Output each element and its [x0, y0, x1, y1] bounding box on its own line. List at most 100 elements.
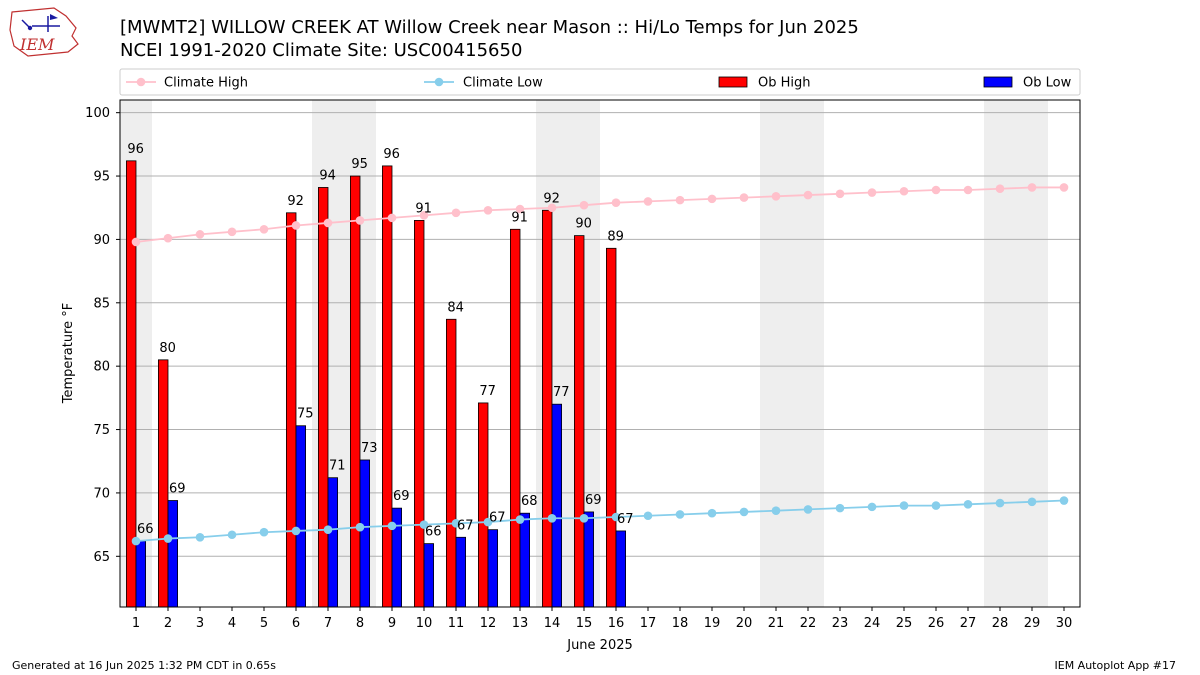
ob-high-label: 91: [511, 210, 528, 225]
ob-low-bar: [455, 536, 467, 608]
logo-text: IEM: [19, 35, 55, 54]
ob-low-bar: [583, 511, 595, 608]
climate-low-point: [419, 520, 429, 529]
climate-low-point: [995, 498, 1005, 508]
iem-logo: IEM: [9, 7, 79, 57]
weekend-shade: [792, 100, 824, 607]
ob-high-label: 89: [607, 229, 624, 244]
legend-ob-low-label: Ob Low: [1023, 76, 1072, 91]
chart-title: [MWMT2] WILLOW CREEK AT Willow Creek nea…: [120, 17, 859, 38]
climate-low-point: [1059, 496, 1069, 505]
x-tick-label: 24: [864, 616, 881, 631]
climate-low-point: [515, 515, 525, 524]
y-tick-label: 70: [93, 486, 110, 501]
ob-low-label: 73: [361, 441, 378, 456]
x-tick-label: 16: [608, 616, 625, 631]
climate-high-point: [963, 185, 973, 195]
legend-box: [119, 68, 1081, 96]
climate-low-point: [323, 525, 333, 534]
generated-timestamp: Generated at 16 Jun 2025 1:32 PM CDT in …: [12, 659, 277, 672]
climate-low-point: [643, 511, 653, 521]
y-tick-label: 95: [93, 170, 110, 185]
x-tick-label: 29: [1024, 616, 1041, 631]
app-credit: IEM Autoplot App #17: [1054, 659, 1177, 672]
ob-low-label: 77: [553, 385, 570, 400]
legend-climate-high-label: Climate High: [164, 76, 248, 91]
climate-high-point: [355, 216, 365, 225]
climate-high-point: [1027, 183, 1037, 192]
y-tick-label: 85: [93, 296, 110, 311]
y-tick-label: 80: [93, 360, 110, 375]
climate-low-point: [867, 502, 877, 512]
x-tick-label: 21: [768, 616, 785, 631]
climate-high-point: [611, 198, 621, 207]
ob-low-label: 67: [457, 518, 474, 533]
climate-low-point: [227, 530, 237, 540]
weekend-shade: [760, 100, 792, 607]
x-tick-label: 23: [832, 616, 849, 631]
climate-low-point: [739, 507, 749, 517]
ob-low-label: 66: [137, 522, 154, 537]
ob-high-bar: [445, 318, 457, 608]
ob-low-label: 67: [489, 511, 506, 526]
climate-low-point: [803, 505, 813, 514]
climate-low-point: [387, 521, 397, 531]
climate-high-line: [135, 186, 1064, 243]
legend: Climate High Climate Low Ob High Ob Low: [119, 68, 1081, 96]
ob-low-bar: [359, 459, 371, 608]
climate-high-point: [643, 197, 653, 206]
climate-high-point: [547, 203, 557, 213]
climate-low-point: [707, 508, 717, 518]
y-tick-label: 65: [93, 550, 110, 565]
x-tick-label: 22: [800, 616, 817, 631]
x-tick-label: 6: [292, 616, 300, 631]
climate-high-point: [323, 218, 333, 228]
ob-high-bar: [349, 175, 361, 608]
ob-high-bar: [606, 247, 617, 608]
ob-high-label: 80: [159, 341, 176, 356]
legend-ob-high-swatch: [718, 76, 748, 88]
ob-high-label: 94: [319, 168, 336, 183]
ob-low-bar: [295, 425, 307, 608]
climate-low-point: [355, 522, 365, 532]
ob-high-label: 92: [543, 191, 560, 206]
ob-low-bar: [135, 540, 147, 608]
ob-low-bar: [423, 543, 435, 608]
climate-high-point: [707, 194, 717, 204]
chart-subtitle: NCEI 1991-2020 Climate Site: USC00415650: [120, 40, 523, 61]
ob-high-bar: [413, 220, 425, 608]
ob-high-label: 84: [447, 300, 464, 315]
climate-high-point: [579, 200, 589, 210]
x-tick-label: 14: [544, 616, 561, 631]
ob-high-label: 95: [351, 157, 368, 172]
ob-low-bar: [487, 529, 499, 608]
climate-high-point: [419, 211, 429, 220]
climate-low-point: [611, 512, 621, 522]
ob-high-bar: [381, 165, 393, 608]
climate-low-point: [291, 526, 301, 536]
climate-low-point: [195, 532, 205, 542]
ob-low-label: 71: [329, 459, 346, 474]
ob-low-bar: [167, 500, 179, 608]
x-tick-label: 7: [324, 616, 332, 631]
climate-low-point: [771, 506, 781, 515]
x-tick-label: 13: [512, 616, 529, 631]
x-tick-label: 19: [704, 616, 721, 631]
x-tick-label: 10: [416, 616, 433, 631]
climate-high-point: [259, 224, 269, 234]
climate-low-point: [675, 510, 685, 519]
climate-low-point: [1027, 497, 1037, 507]
ob-high-label: 92: [287, 194, 304, 209]
legend-climate-high-marker: [136, 77, 146, 87]
climate-high-point: [867, 188, 877, 197]
climate-low-line: [135, 499, 1065, 542]
x-tick-label: 2: [164, 616, 172, 631]
ob-low-label: 67: [617, 512, 634, 527]
x-tick-label: 26: [928, 616, 945, 631]
ob-high-label: 96: [383, 147, 400, 162]
x-tick-label: 15: [576, 616, 593, 631]
climate-low-point: [547, 513, 557, 523]
ob-high-label: 91: [415, 201, 432, 216]
plot-frame: [119, 99, 1081, 608]
legend-ob-high-label: Ob High: [758, 76, 811, 91]
